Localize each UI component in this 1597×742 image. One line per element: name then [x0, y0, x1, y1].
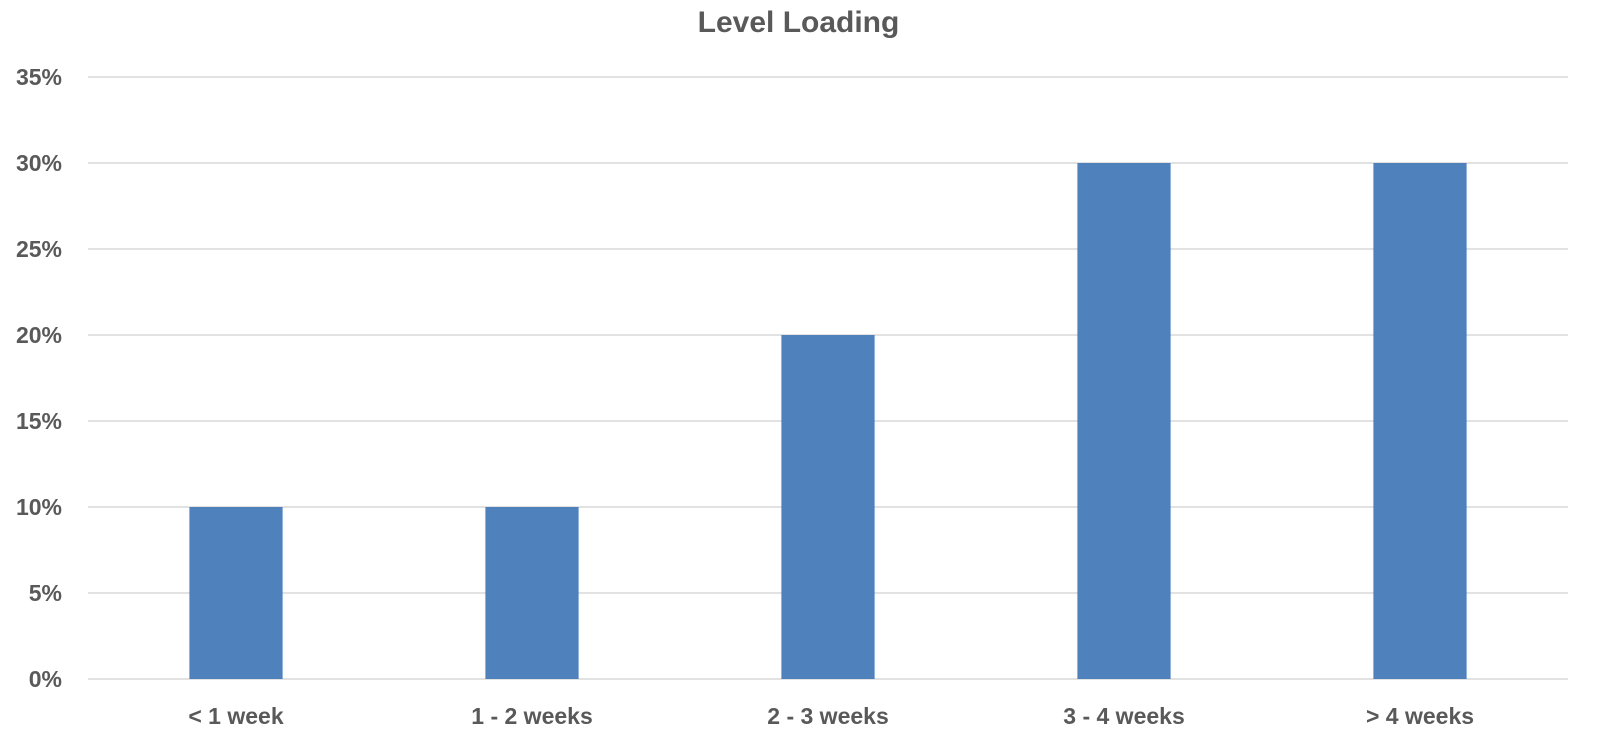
y-tick-label: 25% [16, 236, 62, 262]
x-tick-label: > 4 weeks [1366, 703, 1474, 729]
bars [189, 163, 1467, 679]
x-tick-label: 3 - 4 weeks [1063, 703, 1184, 729]
x-tick-label: < 1 week [188, 703, 283, 729]
y-axis-ticks: 0% 5% 10% 15% 20% 25% 30% 35% [16, 64, 62, 692]
bar [1077, 163, 1171, 679]
y-tick-label: 35% [16, 64, 62, 90]
bar [189, 507, 283, 679]
y-tick-label: 5% [29, 580, 62, 606]
x-tick-label: 2 - 3 weeks [767, 703, 888, 729]
y-tick-label: 30% [16, 150, 62, 176]
bar [485, 507, 579, 679]
y-tick-label: 20% [16, 322, 62, 348]
x-tick-label: 1 - 2 weeks [471, 703, 592, 729]
y-tick-label: 15% [16, 408, 62, 434]
bar [781, 335, 875, 679]
y-tick-label: 10% [16, 494, 62, 520]
bar [1373, 163, 1467, 679]
x-axis-ticks: < 1 week 1 - 2 weeks 2 - 3 weeks 3 - 4 week… [188, 703, 1474, 729]
y-tick-label: 0% [29, 666, 62, 692]
chart-title: Level Loading [697, 6, 900, 39]
